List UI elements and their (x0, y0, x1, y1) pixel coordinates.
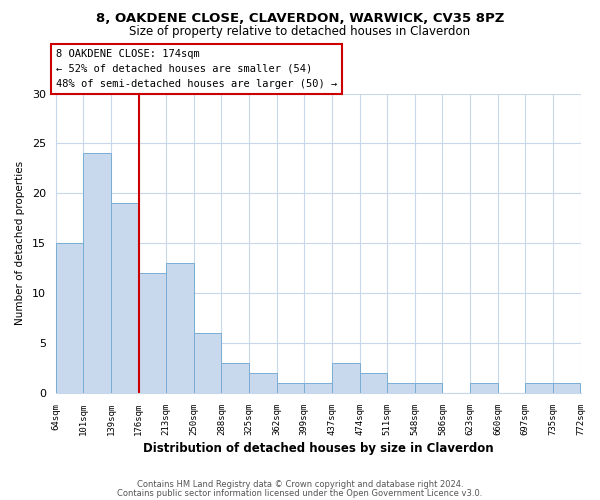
Text: Contains public sector information licensed under the Open Government Licence v3: Contains public sector information licen… (118, 488, 482, 498)
Text: 8, OAKDENE CLOSE, CLAVERDON, WARWICK, CV35 8PZ: 8, OAKDENE CLOSE, CLAVERDON, WARWICK, CV… (96, 12, 504, 26)
Bar (332, 363, 359, 393)
Bar (553, 383, 580, 393)
X-axis label: Distribution of detached houses by size in Claverdon: Distribution of detached houses by size … (143, 442, 493, 455)
Bar (470, 383, 497, 393)
Bar (359, 373, 387, 393)
Bar (277, 383, 304, 393)
Bar (387, 383, 415, 393)
Bar (83, 154, 111, 393)
Text: 8 OAKDENE CLOSE: 174sqm
← 52% of detached houses are smaller (54)
48% of semi-de: 8 OAKDENE CLOSE: 174sqm ← 52% of detache… (56, 49, 337, 88)
Text: Contains HM Land Registry data © Crown copyright and database right 2024.: Contains HM Land Registry data © Crown c… (137, 480, 463, 489)
Bar (139, 274, 166, 393)
Bar (304, 383, 332, 393)
Y-axis label: Number of detached properties: Number of detached properties (15, 161, 25, 326)
Bar (111, 204, 139, 393)
Bar (56, 244, 83, 393)
Bar (525, 383, 553, 393)
Bar (194, 333, 221, 393)
Text: Size of property relative to detached houses in Claverdon: Size of property relative to detached ho… (130, 25, 470, 38)
Bar (249, 373, 277, 393)
Bar (221, 363, 249, 393)
Bar (166, 264, 194, 393)
Bar (415, 383, 442, 393)
